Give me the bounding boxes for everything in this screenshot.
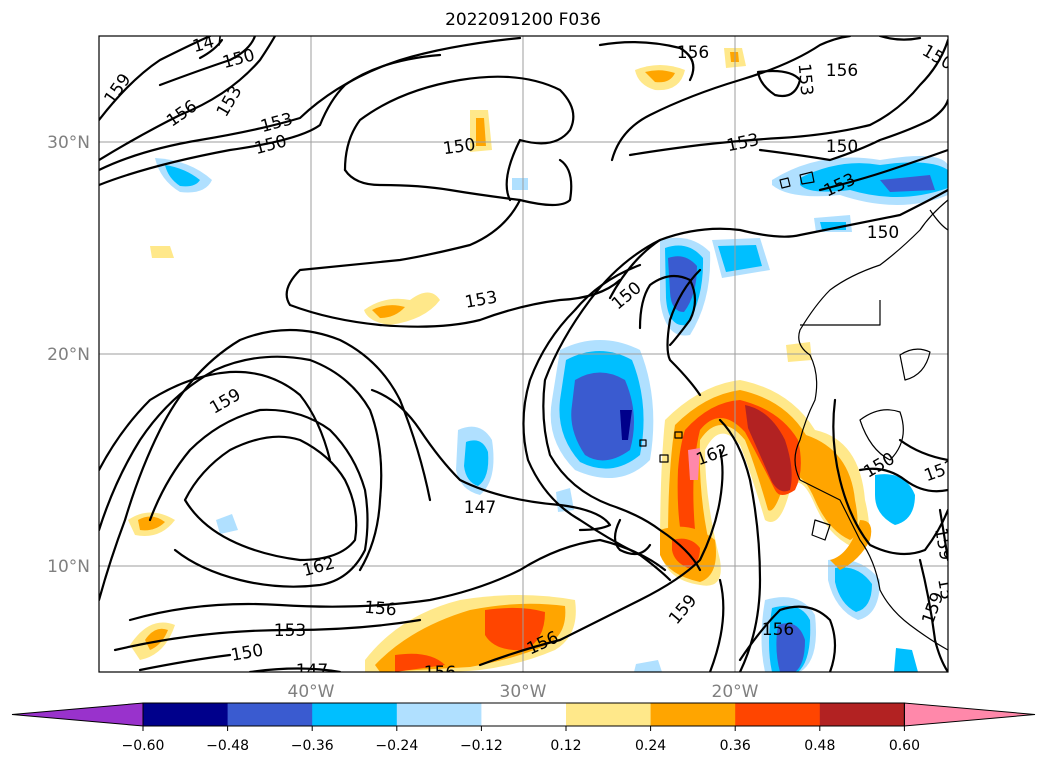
contour-label: 156 (424, 663, 456, 683)
colorbar-tick-label: 0.60 (889, 738, 920, 754)
contour-label: 156 (363, 598, 397, 621)
colorbar-bin (819, 703, 905, 726)
colorbar-tick-label: −0.24 (375, 738, 418, 754)
lat-label: 30°N (47, 133, 90, 153)
contour-label: 153 (794, 63, 817, 97)
lon-label: 20°W (712, 682, 759, 702)
colorbar-tick-label: −0.12 (460, 738, 503, 754)
colorbar-extend-max (903, 702, 1036, 727)
colorbar-bin (566, 703, 652, 726)
contour-label: 147 (464, 498, 496, 518)
shaded-anomaly-field (128, 48, 948, 672)
contour-label: 150 (826, 137, 858, 157)
contour-label: 156 (826, 61, 858, 81)
colorbar-bin (650, 703, 736, 726)
lat-label: 10°N (47, 557, 90, 577)
colorbar-bin (312, 703, 398, 726)
colorbar-bin (396, 703, 482, 726)
contour-label: 156 (677, 43, 709, 63)
longitude-labels: 40°W 30°W 20°W (288, 682, 759, 702)
coastlines (639, 171, 948, 651)
colorbar-bin (227, 703, 313, 726)
contour-label: 156 (762, 620, 794, 640)
colorbar-tick-label: −0.36 (291, 738, 334, 754)
map-frame (98, 35, 949, 673)
colorbar-tick-label: 0.36 (720, 738, 751, 754)
colorbar-bin (143, 703, 229, 726)
contour-label: 150 (867, 223, 899, 243)
colorbar-frame (142, 702, 905, 727)
colorbar-bin (735, 703, 821, 726)
lat-label: 20°N (47, 345, 90, 365)
colorbar-bin (481, 703, 567, 726)
contour-label: 159 (930, 526, 955, 561)
colorbar-tick-label: 0.12 (550, 738, 581, 754)
contour-label: 153 (274, 621, 306, 641)
lon-label: 30°W (500, 682, 547, 702)
map-panel: 147 150 159 156 153 153 150 150 156 153 … (99, 36, 956, 683)
figure-title: 2022091200 F036 (445, 10, 601, 30)
contour-lines (99, 36, 948, 672)
contour-label: 147 (296, 661, 328, 681)
lon-label: 40°W (288, 682, 335, 702)
colorbar-tick-label: 0.24 (635, 738, 666, 754)
colorbar-tick-label: −0.60 (122, 738, 165, 754)
contour-label: 150 (442, 135, 477, 159)
contour-label: 15 (933, 577, 956, 602)
colorbar-extend-min (11, 702, 144, 727)
latitude-labels: 30°N 20°N 10°N (47, 133, 90, 577)
colorbar: −0.60 −0.48 −0.36 −0.24 −0.12 0.12 0.24 0.36 0.4… (11, 702, 1036, 754)
colorbar-tick-label: −0.48 (206, 738, 249, 754)
colorbar-tick-label: 0.48 (804, 738, 835, 754)
